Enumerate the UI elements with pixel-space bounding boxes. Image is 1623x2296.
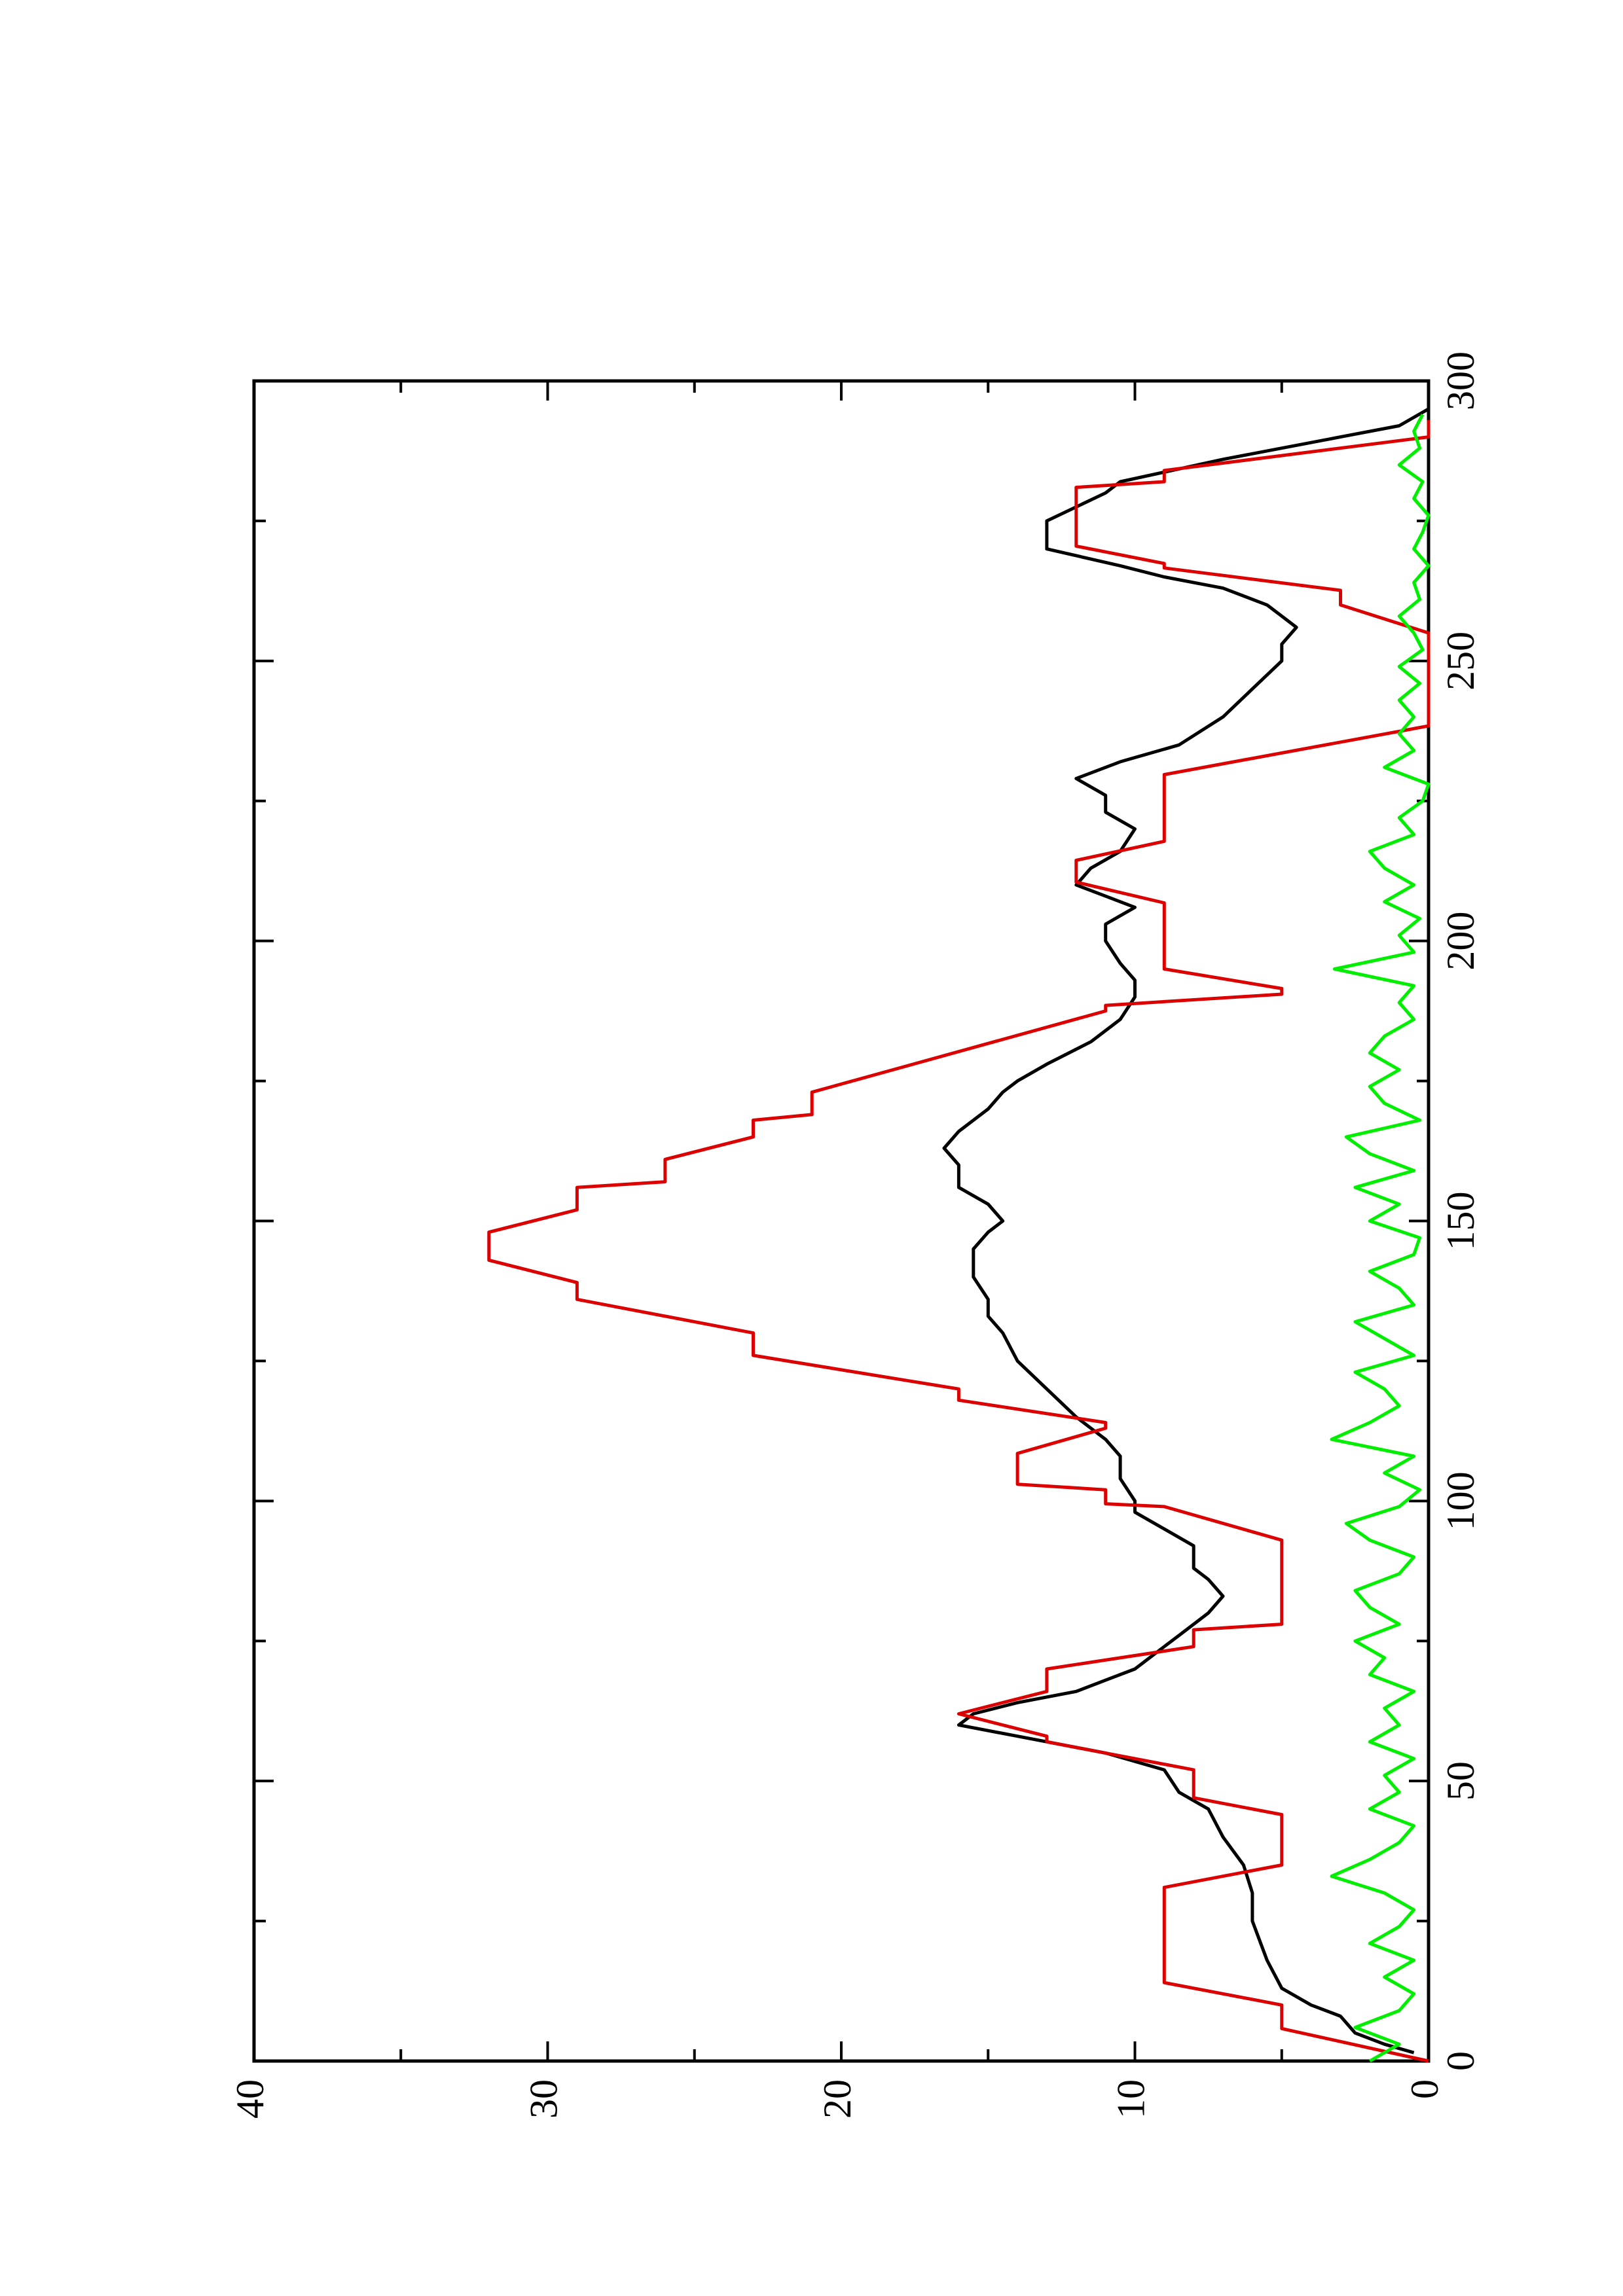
x-tick-label: 100 bbox=[1439, 1471, 1482, 1530]
x-tick-label: 50 bbox=[1439, 1761, 1482, 1801]
y-tick-label: 20 bbox=[816, 2079, 859, 2119]
x-tick-label: 300 bbox=[1439, 351, 1482, 410]
x-tick-label: 250 bbox=[1439, 632, 1482, 691]
x-tick-label: 150 bbox=[1439, 1192, 1482, 1251]
data-line bbox=[1330, 414, 1431, 2063]
data-line bbox=[942, 407, 1430, 2054]
y-tick-label: 10 bbox=[1109, 2079, 1152, 2119]
y-tick-label: 0 bbox=[1403, 2079, 1446, 2099]
y-tick-label: 30 bbox=[522, 2079, 565, 2119]
x-tick-label: 200 bbox=[1439, 912, 1482, 971]
y-tick-label: 40 bbox=[228, 2079, 272, 2119]
data-line bbox=[487, 420, 1431, 2063]
x-tick-label: 0 bbox=[1439, 2051, 1482, 2071]
